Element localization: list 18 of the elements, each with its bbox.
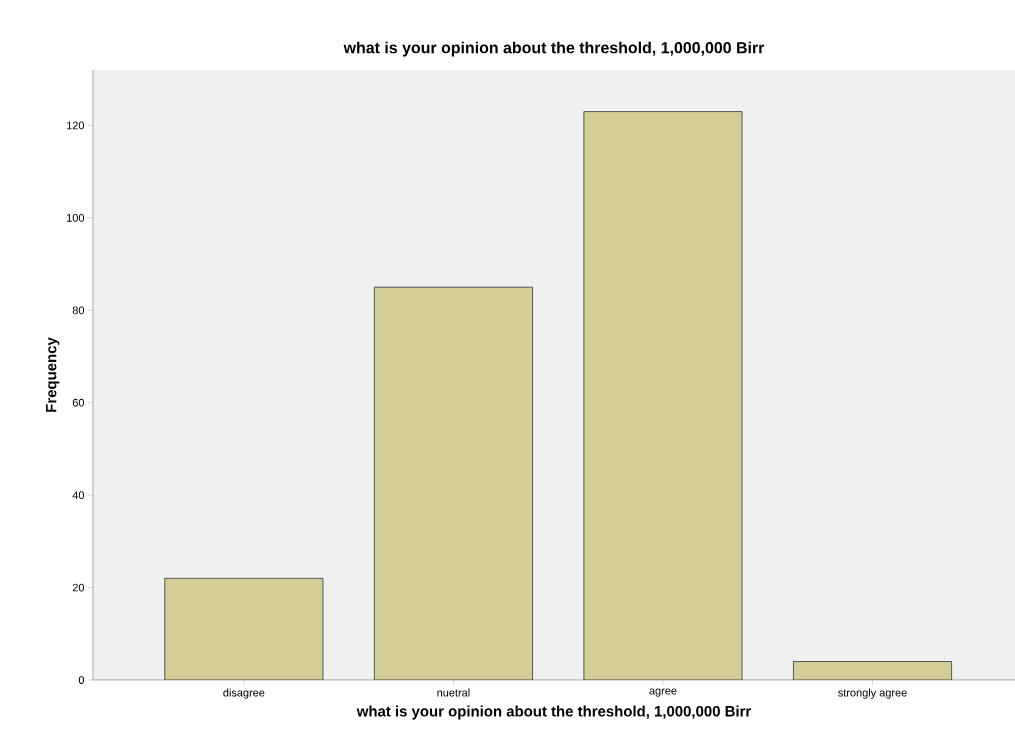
y-tick-label: 20 xyxy=(72,583,85,592)
x-tick-label: nuetral xyxy=(437,688,470,697)
x-tick-label: agree xyxy=(649,688,677,697)
y-tick-label: 80 xyxy=(72,306,85,315)
y-tick-label: 0 xyxy=(78,676,85,684)
x-axis-title: what is your opinion about the threshold, 1,000,000 Birr xyxy=(356,705,751,720)
y-axis-title: Frequency xyxy=(45,337,60,412)
y-tick-label: 40 xyxy=(72,491,85,500)
x-tick-label: disagree xyxy=(223,688,265,699)
x-tick-label: strongly agree xyxy=(838,688,907,699)
y-tick-label: 120 xyxy=(67,121,85,130)
bar xyxy=(793,661,953,680)
y-tick-label: 100 xyxy=(67,214,85,222)
bar xyxy=(164,577,324,680)
bar xyxy=(373,286,533,680)
y-tick-label: 60 xyxy=(72,398,85,407)
bar xyxy=(583,111,743,680)
chart-title: what is your opinion about the threshold, 1,000,000 Birr xyxy=(343,41,765,57)
